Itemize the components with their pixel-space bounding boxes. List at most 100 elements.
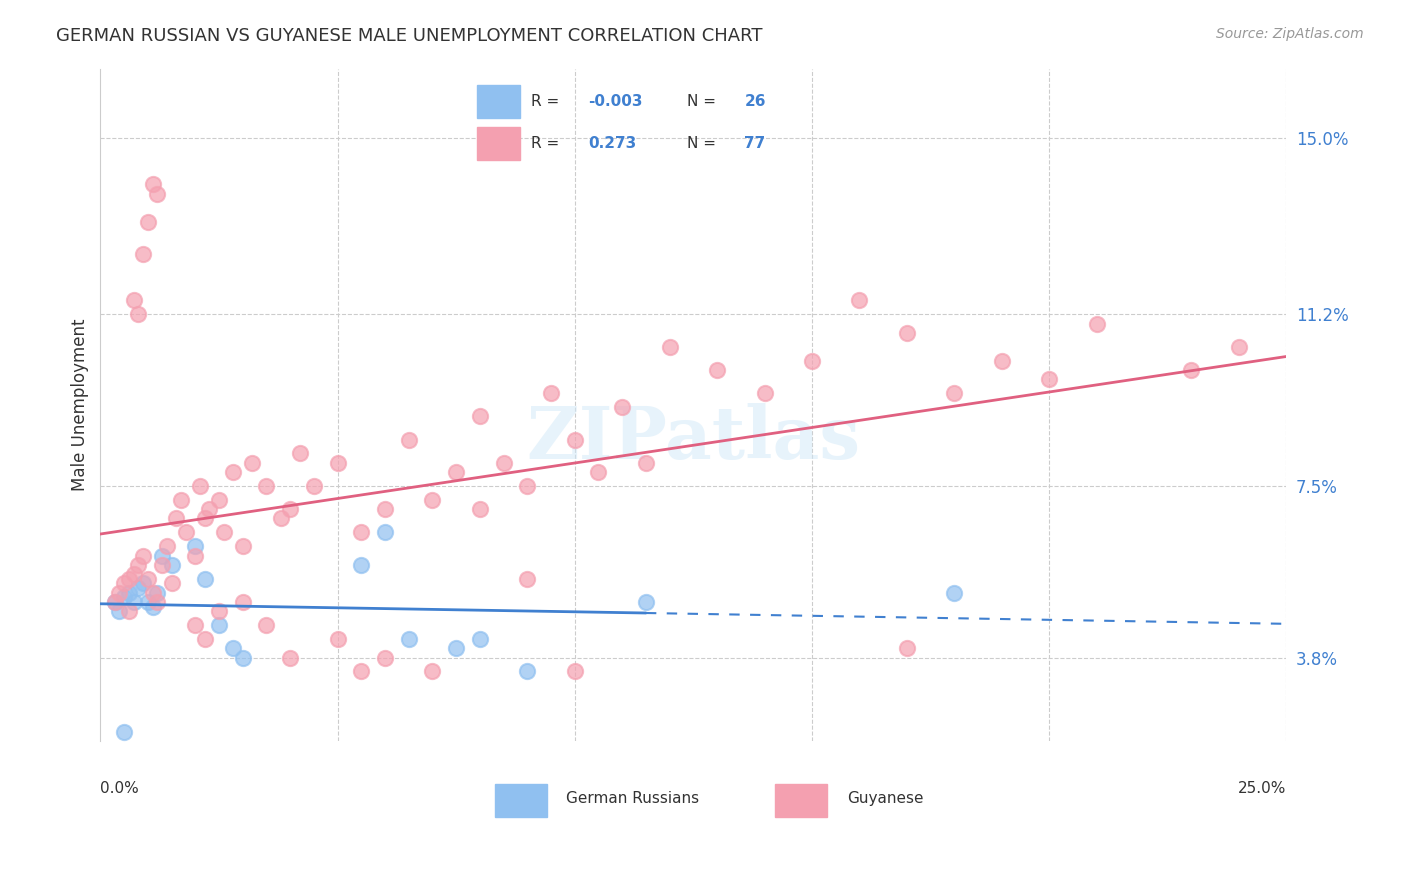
Point bbox=[127, 558, 149, 572]
Point bbox=[136, 214, 159, 228]
Y-axis label: Male Unemployment: Male Unemployment bbox=[72, 318, 89, 491]
Point bbox=[516, 479, 538, 493]
Point bbox=[943, 585, 966, 599]
Point bbox=[302, 479, 325, 493]
Point bbox=[127, 307, 149, 321]
Point bbox=[278, 502, 301, 516]
Text: ZIPatlas: ZIPatlas bbox=[526, 403, 860, 474]
Point bbox=[103, 595, 125, 609]
Point bbox=[1180, 363, 1202, 377]
Point bbox=[422, 665, 444, 679]
Point bbox=[634, 456, 657, 470]
Point bbox=[232, 650, 254, 665]
Point bbox=[108, 585, 131, 599]
Point bbox=[270, 511, 292, 525]
Point bbox=[141, 178, 163, 192]
Point bbox=[564, 665, 586, 679]
Point bbox=[240, 456, 263, 470]
Point bbox=[208, 492, 231, 507]
Point bbox=[444, 641, 467, 656]
Point bbox=[350, 558, 373, 572]
Point bbox=[150, 549, 173, 563]
Point bbox=[1038, 372, 1060, 386]
Point bbox=[122, 595, 145, 609]
Point bbox=[146, 585, 169, 599]
Point bbox=[706, 363, 728, 377]
Point bbox=[254, 479, 277, 493]
Point bbox=[896, 641, 918, 656]
Point bbox=[112, 724, 135, 739]
Point bbox=[146, 595, 169, 609]
Point bbox=[132, 549, 155, 563]
Point bbox=[800, 353, 823, 368]
Point bbox=[103, 595, 125, 609]
Point bbox=[141, 585, 163, 599]
Point bbox=[165, 511, 187, 525]
Point bbox=[516, 665, 538, 679]
Point bbox=[170, 492, 193, 507]
Point bbox=[136, 595, 159, 609]
Point bbox=[156, 539, 179, 553]
Point bbox=[141, 599, 163, 614]
Point bbox=[122, 567, 145, 582]
Point bbox=[374, 502, 396, 516]
Point bbox=[468, 632, 491, 646]
Point bbox=[127, 581, 149, 595]
Point bbox=[848, 293, 870, 308]
Point bbox=[222, 641, 245, 656]
Point bbox=[146, 186, 169, 201]
Point bbox=[188, 479, 211, 493]
Text: Source: ZipAtlas.com: Source: ZipAtlas.com bbox=[1216, 27, 1364, 41]
Point bbox=[943, 386, 966, 401]
Point bbox=[194, 511, 217, 525]
Point bbox=[132, 247, 155, 261]
Text: GERMAN RUSSIAN VS GUYANESE MALE UNEMPLOYMENT CORRELATION CHART: GERMAN RUSSIAN VS GUYANESE MALE UNEMPLOY… bbox=[56, 27, 762, 45]
Point bbox=[374, 525, 396, 540]
Point bbox=[122, 293, 145, 308]
Point bbox=[184, 618, 207, 632]
Point bbox=[112, 591, 135, 605]
Point bbox=[588, 465, 610, 479]
Point bbox=[540, 386, 562, 401]
Point bbox=[222, 465, 245, 479]
Point bbox=[422, 492, 444, 507]
Point bbox=[288, 446, 311, 460]
Point bbox=[174, 525, 197, 540]
Point bbox=[136, 572, 159, 586]
Point bbox=[194, 572, 217, 586]
Point bbox=[326, 456, 349, 470]
Point bbox=[194, 632, 217, 646]
Point bbox=[160, 576, 183, 591]
Point bbox=[468, 409, 491, 424]
Point bbox=[326, 632, 349, 646]
Point bbox=[150, 558, 173, 572]
Point bbox=[278, 650, 301, 665]
Point bbox=[398, 433, 420, 447]
Point bbox=[468, 502, 491, 516]
Point bbox=[198, 502, 221, 516]
Point bbox=[374, 650, 396, 665]
Text: 25.0%: 25.0% bbox=[1237, 781, 1286, 797]
Text: 0.0%: 0.0% bbox=[100, 781, 139, 797]
Point bbox=[254, 618, 277, 632]
Point bbox=[350, 665, 373, 679]
Point bbox=[112, 576, 135, 591]
Point bbox=[754, 386, 776, 401]
Point bbox=[208, 618, 231, 632]
Point bbox=[108, 604, 131, 618]
Point bbox=[492, 456, 515, 470]
Point bbox=[896, 326, 918, 340]
Point bbox=[1085, 317, 1108, 331]
Point bbox=[208, 604, 231, 618]
Point bbox=[118, 585, 141, 599]
Point bbox=[232, 595, 254, 609]
Point bbox=[516, 572, 538, 586]
Point bbox=[612, 400, 634, 414]
Point bbox=[634, 595, 657, 609]
Point bbox=[212, 525, 235, 540]
Point bbox=[184, 539, 207, 553]
Point bbox=[132, 576, 155, 591]
Point bbox=[118, 572, 141, 586]
Point bbox=[444, 465, 467, 479]
Point bbox=[990, 353, 1012, 368]
